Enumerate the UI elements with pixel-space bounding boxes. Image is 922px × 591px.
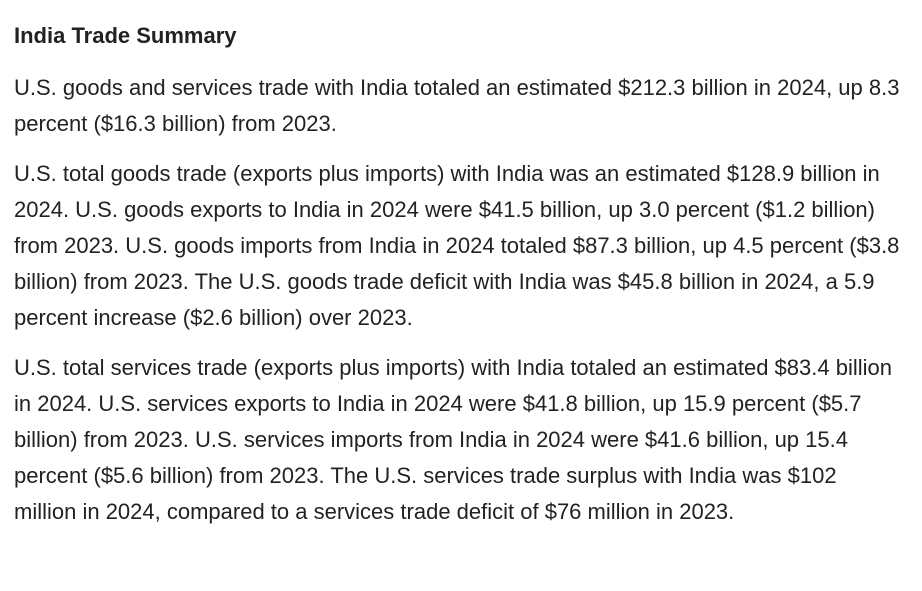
page-title: India Trade Summary bbox=[14, 23, 237, 48]
paragraph-services-trade: U.S. total services trade (exports plus … bbox=[14, 355, 892, 524]
document-body: India Trade Summary U.S. goods and servi… bbox=[14, 23, 900, 524]
paragraph-overview: U.S. goods and services trade with India… bbox=[14, 75, 900, 136]
paragraph-goods-trade: U.S. total goods trade (exports plus imp… bbox=[14, 161, 900, 330]
